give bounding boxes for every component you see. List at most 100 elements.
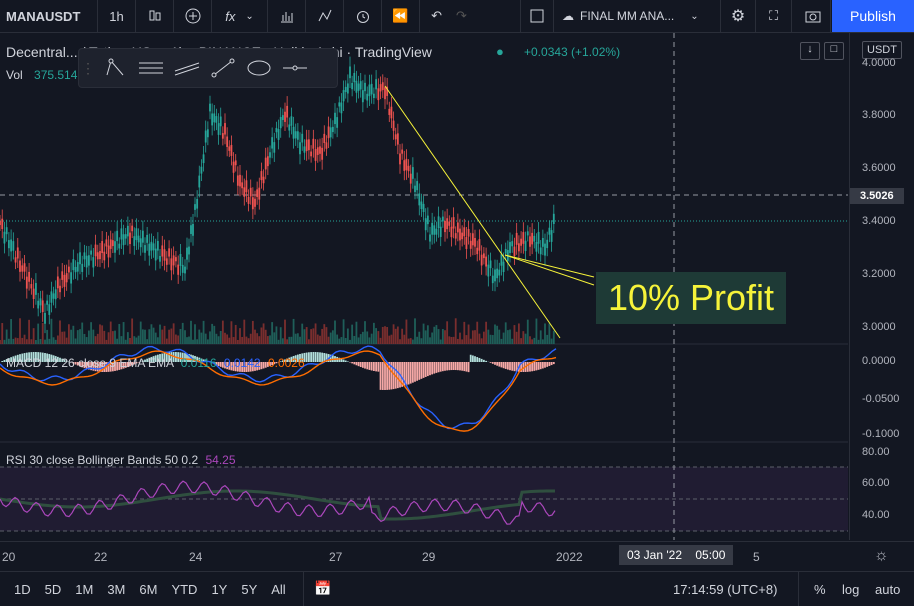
horizontal-ray-tool-icon[interactable] xyxy=(277,53,313,83)
candle xyxy=(40,298,42,305)
ellipse-tool-icon[interactable] xyxy=(241,53,277,83)
layout-name-button[interactable]: ☁ FINAL MM ANA... ⌄ xyxy=(562,0,699,32)
interval-button[interactable]: 1h xyxy=(98,0,136,32)
trend-line-tool-icon[interactable] xyxy=(205,53,241,83)
volume-bar xyxy=(10,319,12,344)
candle xyxy=(466,237,468,249)
snapshot-button[interactable] xyxy=(795,0,831,32)
candle xyxy=(72,259,74,270)
volume-bar xyxy=(133,336,135,344)
candle xyxy=(164,249,166,260)
volume-bar xyxy=(319,336,321,344)
fullscreen-button[interactable]: ⛶ xyxy=(756,0,792,32)
candle xyxy=(403,160,405,171)
candle xyxy=(121,228,123,239)
candle xyxy=(192,224,194,236)
candle xyxy=(304,146,306,152)
volume-bar xyxy=(507,330,509,344)
candle xyxy=(153,243,155,250)
macd-histogram-bar xyxy=(455,362,457,370)
indicators-button[interactable]: fx ⌄ xyxy=(212,0,268,32)
volume-bar xyxy=(66,338,68,344)
volume-bar xyxy=(315,323,317,344)
volume-bar xyxy=(258,336,260,344)
profit-annotation[interactable]: 10% Profit xyxy=(596,272,786,324)
maximize-pane-icon[interactable]: □ xyxy=(824,42,844,60)
range-1m-button[interactable]: 1M xyxy=(75,582,93,597)
volume-bar xyxy=(144,330,146,344)
macd-histogram-bar xyxy=(317,352,319,362)
macd-histogram-bar xyxy=(306,353,308,362)
candle xyxy=(239,175,241,187)
volume-bar xyxy=(468,325,470,344)
percent-toggle[interactable]: % xyxy=(814,582,826,597)
candle xyxy=(345,87,347,92)
macd-histogram-bar xyxy=(483,360,485,362)
volume-bar xyxy=(509,330,511,344)
macd-histogram-bar xyxy=(397,362,399,388)
chevron-down-icon: ⌄ xyxy=(245,11,253,22)
horizontal-lines-tool-icon[interactable] xyxy=(133,53,169,83)
candle xyxy=(406,159,408,170)
publish-button[interactable]: Publish xyxy=(832,0,914,32)
volume-bar xyxy=(525,334,527,344)
time-label: 27 xyxy=(329,550,342,564)
candle xyxy=(306,140,308,151)
settings-icon[interactable]: ☼ xyxy=(874,547,889,565)
alert-button[interactable] xyxy=(344,0,382,32)
candle xyxy=(479,239,481,251)
log-toggle[interactable]: log xyxy=(842,582,859,597)
range-1y-button[interactable]: 1Y xyxy=(211,582,227,597)
range-3m-button[interactable]: 3M xyxy=(107,582,125,597)
volume-bar xyxy=(168,330,170,344)
settings-button[interactable]: ⚙ xyxy=(720,0,756,32)
clock-label[interactable]: 17:14:59 (UTC+8) xyxy=(673,582,777,597)
parallel-channel-tool-icon[interactable] xyxy=(169,53,205,83)
macd-axis-label: -0.1000 xyxy=(862,428,899,440)
volume-bar xyxy=(410,338,412,344)
volume-bar xyxy=(328,337,330,344)
candle xyxy=(485,257,487,267)
volume-bar xyxy=(30,339,32,344)
range-all-button[interactable]: All xyxy=(271,582,285,597)
auto-toggle[interactable]: auto xyxy=(875,582,900,597)
range-6m-button[interactable]: 6M xyxy=(139,582,157,597)
macd-histogram-bar xyxy=(356,362,358,365)
candle xyxy=(42,300,44,312)
replay-button[interactable]: ⏪ xyxy=(382,0,420,32)
volume-bar xyxy=(531,339,533,344)
volume-bar xyxy=(118,324,120,344)
templates-button[interactable] xyxy=(306,0,344,32)
price-axis[interactable]: USDT 4.0000 3.8000 3.6000 3.5026 3.4000 … xyxy=(849,33,914,540)
candle xyxy=(173,255,175,265)
candle xyxy=(533,236,535,242)
symbol-button[interactable]: MANAUSDT xyxy=(0,0,98,32)
volume-bar xyxy=(148,329,150,344)
volume-bar xyxy=(351,325,353,344)
triangle-tool-icon[interactable] xyxy=(97,53,133,83)
candle xyxy=(157,241,159,251)
macd-histogram-bar xyxy=(453,362,455,370)
candle xyxy=(198,176,200,188)
volume-bar xyxy=(505,322,507,344)
volume-bar xyxy=(220,331,222,344)
candle xyxy=(86,256,88,268)
compare-button[interactable] xyxy=(174,0,212,32)
macd-histogram-bar xyxy=(459,362,461,370)
range-ytd-button[interactable]: YTD xyxy=(171,582,197,597)
chart-type-button[interactable] xyxy=(136,0,174,32)
undo-icon[interactable]: ↶ xyxy=(431,8,442,24)
candle xyxy=(64,275,66,287)
range-5d-button[interactable]: 5D xyxy=(45,582,62,597)
scroll-down-icon[interactable]: ↓ xyxy=(800,42,820,60)
layout-button[interactable] xyxy=(520,0,554,32)
volume-bar xyxy=(0,340,1,344)
candle xyxy=(459,229,461,241)
goto-date-icon[interactable]: 📅 xyxy=(314,580,331,597)
drag-handle-icon[interactable]: ⋮ xyxy=(79,53,97,83)
time-axis[interactable]: 20 22 24 27 29 2022 03 Jan '22 05:00 5 ☼ xyxy=(0,541,914,571)
range-1d-button[interactable]: 1D xyxy=(14,582,31,597)
range-5y-button[interactable]: 5Y xyxy=(241,582,257,597)
financials-button[interactable] xyxy=(268,0,306,32)
redo-icon[interactable]: ↷ xyxy=(456,8,467,24)
